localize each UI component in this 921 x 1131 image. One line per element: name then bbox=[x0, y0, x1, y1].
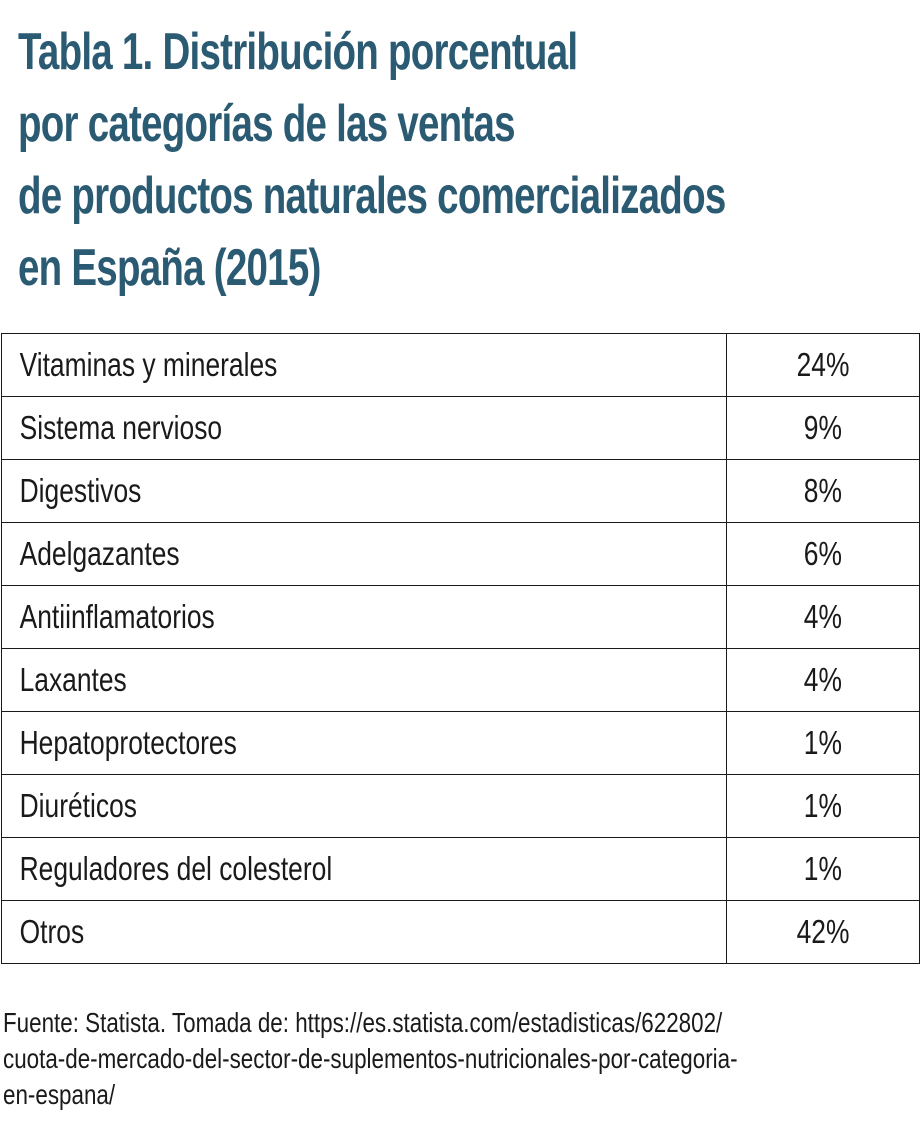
percentage-value: 4% bbox=[803, 598, 843, 635]
table-row: Antiinflamatorios 4% bbox=[1, 585, 920, 649]
category-label: Sistema nervioso bbox=[19, 409, 223, 446]
percentage-cell: 42% bbox=[726, 900, 920, 964]
category-label: Laxantes bbox=[19, 661, 127, 698]
category-label: Hepatoprotectores bbox=[19, 724, 237, 761]
table-title: Tabla 1. Distribución porcentual por cat… bbox=[18, 16, 906, 304]
table-row: Sistema nervioso 9% bbox=[1, 396, 920, 460]
table-row: Laxantes 4% bbox=[1, 648, 920, 712]
category-cell: Laxantes bbox=[1, 648, 727, 712]
percentage-value: 9% bbox=[803, 409, 843, 446]
category-cell: Vitaminas y minerales bbox=[1, 333, 727, 397]
percentage-value: 1% bbox=[803, 787, 843, 824]
percentage-cell: 9% bbox=[726, 396, 920, 460]
percentage-cell: 8% bbox=[726, 459, 920, 523]
percentage-value: 6% bbox=[803, 535, 843, 572]
percentage-cell: 1% bbox=[726, 774, 920, 838]
category-label: Digestivos bbox=[19, 472, 142, 509]
percentage-value: 42% bbox=[796, 913, 850, 950]
table-row: Vitaminas y minerales 24% bbox=[1, 333, 920, 397]
table-row: Diuréticos 1% bbox=[1, 774, 920, 838]
percentage-cell: 4% bbox=[726, 648, 920, 712]
category-label: Vitaminas y minerales bbox=[19, 346, 278, 383]
percentage-value: 1% bbox=[803, 724, 843, 761]
table-row: Reguladores del colesterol 1% bbox=[1, 837, 920, 901]
percentage-value: 4% bbox=[803, 661, 843, 698]
title-line: por categorías de las ventas bbox=[18, 95, 516, 153]
table-row: Adelgazantes 6% bbox=[1, 522, 920, 586]
title-line: Tabla 1. Distribución porcentual bbox=[18, 23, 578, 81]
percentage-cell: 1% bbox=[726, 711, 920, 775]
table-row: Digestivos 8% bbox=[1, 459, 920, 523]
category-cell: Digestivos bbox=[1, 459, 727, 523]
percentage-value: 1% bbox=[803, 850, 843, 887]
percentage-cell: 6% bbox=[726, 522, 920, 586]
category-label: Antiinflamatorios bbox=[19, 598, 215, 635]
table-row: Hepatoprotectores 1% bbox=[1, 711, 920, 775]
category-cell: Adelgazantes bbox=[1, 522, 727, 586]
percentage-cell: 24% bbox=[726, 333, 920, 397]
title-line: de productos naturales comercializados bbox=[18, 167, 726, 225]
category-label: Reguladores del colesterol bbox=[19, 850, 333, 887]
category-label: Otros bbox=[19, 913, 85, 950]
title-line: en España (2015) bbox=[18, 239, 321, 297]
source-line: cuota-de-mercado-del-sector-de-suplement… bbox=[3, 1043, 738, 1074]
category-cell: Diuréticos bbox=[1, 774, 727, 838]
percentage-value: 24% bbox=[796, 346, 850, 383]
source-line: Fuente: Statista. Tomada de: https://es.… bbox=[3, 1007, 723, 1038]
percentage-cell: 1% bbox=[726, 837, 920, 901]
category-cell: Otros bbox=[1, 900, 727, 964]
category-label: Adelgazantes bbox=[19, 535, 180, 572]
category-cell: Hepatoprotectores bbox=[1, 711, 727, 775]
source-note: Fuente: Statista. Tomada de: https://es.… bbox=[3, 1005, 921, 1113]
percentage-value: 8% bbox=[803, 472, 843, 509]
category-cell: Reguladores del colesterol bbox=[1, 837, 727, 901]
source-line: en-espana/ bbox=[3, 1079, 116, 1110]
percentage-cell: 4% bbox=[726, 585, 920, 649]
category-label: Diuréticos bbox=[19, 787, 137, 824]
sales-distribution-table: Vitaminas y minerales 24% Sistema nervio… bbox=[1, 333, 920, 964]
category-cell: Antiinflamatorios bbox=[1, 585, 727, 649]
table-row: Otros 42% bbox=[1, 900, 920, 964]
category-cell: Sistema nervioso bbox=[1, 396, 727, 460]
